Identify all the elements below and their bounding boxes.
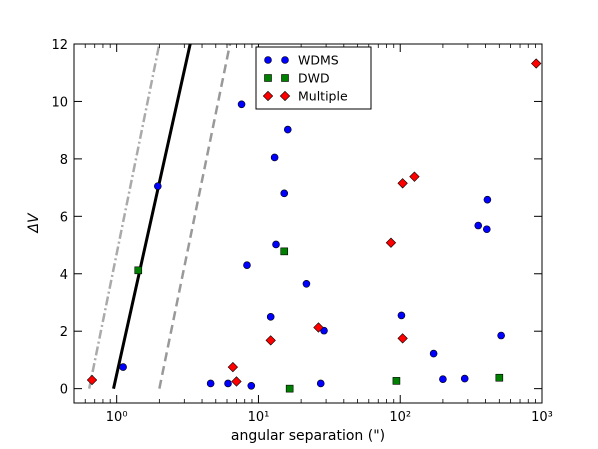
point-wdms	[237, 100, 246, 109]
reference-lines	[87, 43, 232, 389]
point-wdms	[272, 240, 280, 249]
legend-label-wdms: WDMS	[298, 53, 339, 68]
point-multiple	[86, 374, 98, 386]
point-multiple	[397, 178, 408, 189]
plot-frame	[73, 43, 543, 404]
y-tick-label: 8	[60, 153, 68, 168]
x-axis-label: angular separation (")	[231, 428, 385, 444]
point-wdms	[270, 153, 279, 162]
point-wdms	[243, 261, 251, 269]
legend-marker-multiple	[262, 90, 274, 102]
y-tick-label: 12	[51, 38, 68, 53]
axis-ticks	[73, 43, 543, 403]
point-dwd	[134, 266, 143, 275]
y-tick-label: 6	[60, 210, 68, 225]
point-multiple	[313, 322, 324, 333]
point-wdms	[280, 189, 289, 198]
reference-line-solid	[112, 43, 192, 389]
y-tick-label: 10	[51, 95, 68, 110]
reference-line-dashed	[158, 43, 232, 389]
legend-marker-dwd	[264, 74, 272, 82]
point-wdms	[302, 280, 311, 288]
point-wdms	[266, 313, 275, 321]
legend-marker-dwd	[281, 74, 289, 82]
point-dwd	[285, 384, 294, 393]
point-wdms	[483, 195, 492, 204]
point-multiple	[385, 237, 397, 248]
point-dwd	[280, 247, 289, 256]
y-tick-label: 4	[60, 268, 68, 283]
point-wdms	[153, 182, 162, 190]
point-multiple	[227, 361, 239, 373]
legend: WDMS DWD Multiple	[255, 46, 372, 110]
x-tick-label: 10⁰	[106, 410, 128, 425]
y-axis-label: ΔV	[26, 212, 42, 234]
point-wdms	[474, 221, 483, 230]
point-wdms	[397, 311, 406, 320]
point-multiple	[409, 171, 420, 182]
x-tick-label: 10³	[531, 410, 553, 425]
point-multiple	[531, 58, 542, 69]
point-wdms	[320, 326, 328, 335]
x-tick-label: 10²	[389, 410, 411, 425]
point-wdms	[119, 363, 127, 371]
point-dwd	[495, 373, 504, 382]
legend-entries: WDMS DWD Multiple	[262, 53, 348, 104]
legend-marker-wdms	[281, 56, 289, 64]
point-wdms	[439, 375, 447, 383]
point-wdms	[429, 349, 438, 358]
legend-marker-wdms	[264, 56, 272, 64]
point-wdms	[283, 125, 292, 134]
data-points	[86, 58, 542, 393]
point-dwd	[392, 377, 401, 385]
y-tick-label: 0	[60, 383, 68, 398]
point-wdms	[224, 379, 232, 388]
point-wdms	[247, 381, 256, 390]
point-wdms	[460, 374, 469, 383]
reference-line-dashdot	[87, 43, 161, 389]
y-tick-label: 2	[60, 325, 68, 340]
point-wdms	[206, 379, 215, 388]
point-wdms	[316, 379, 325, 388]
axis-tick-labels: 10⁰ 10¹ 10² 10³ 0 2 4 6 8 10 12	[51, 38, 552, 425]
point-wdms	[497, 331, 505, 340]
point-multiple	[231, 376, 242, 387]
legend-label-multiple: Multiple	[298, 89, 348, 104]
point-wdms	[483, 225, 491, 234]
point-multiple	[265, 335, 276, 346]
legend-label-dwd: DWD	[298, 71, 330, 86]
legend-box	[255, 46, 372, 110]
point-multiple	[397, 333, 408, 344]
x-tick-label: 10¹	[248, 410, 270, 425]
legend-marker-multiple	[279, 90, 291, 102]
